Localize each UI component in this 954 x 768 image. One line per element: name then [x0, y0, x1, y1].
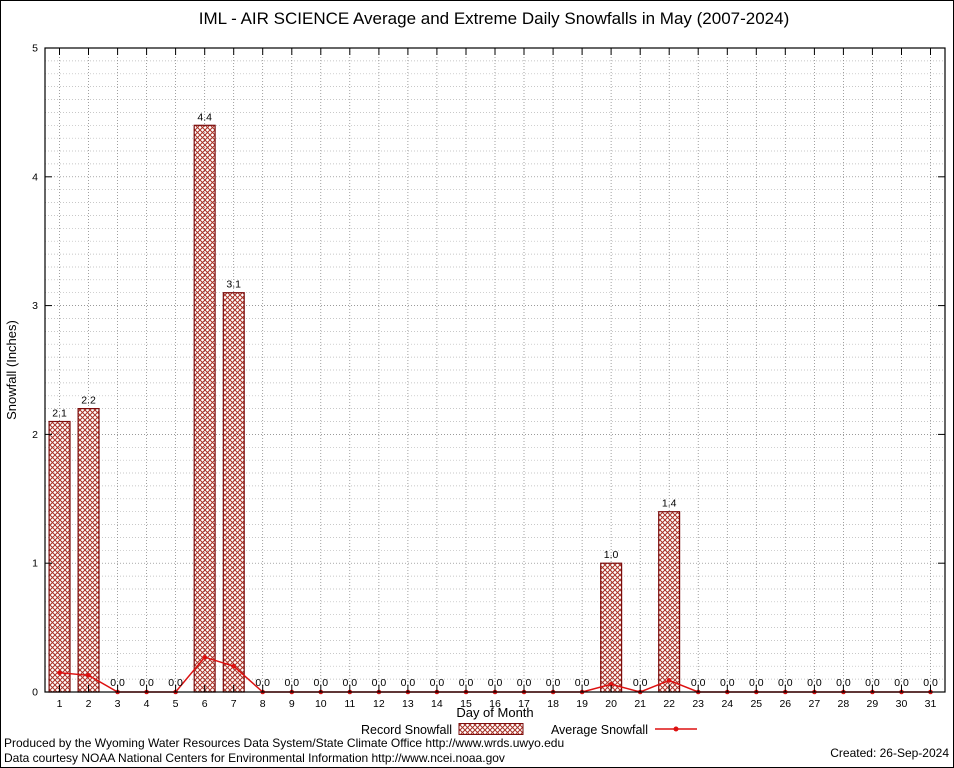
bar-value-label: 0.0	[807, 677, 822, 689]
legend-average-label: Average Snowfall	[551, 723, 648, 737]
record-bar	[77, 408, 100, 693]
bar-value-label: 1.4	[662, 498, 677, 510]
average-marker	[666, 678, 672, 683]
bar-value-label: 0.0	[401, 677, 416, 689]
bar-value-label: 0.0	[284, 677, 299, 689]
footer-data-courtesy: Data courtesy NOAA National Centers for …	[4, 751, 505, 765]
record-bar	[193, 124, 216, 693]
x-tick-label: 6	[202, 698, 208, 710]
y-tick-label: 3	[32, 300, 38, 312]
bar-value-label: 0.0	[923, 677, 938, 689]
average-marker	[608, 682, 614, 687]
x-tick-label: 9	[289, 698, 295, 710]
x-tick-label: 2	[86, 698, 92, 710]
x-tick-label: 11	[344, 698, 355, 710]
chart-title: IML - AIR SCIENCE Average and Extreme Da…	[199, 9, 790, 28]
x-tick-label: 21	[634, 698, 646, 710]
x-tick-label: 5	[173, 698, 179, 710]
x-tick-label: 24	[721, 698, 733, 710]
bar-value-label: 0.0	[720, 677, 735, 689]
x-tick-label: 27	[809, 698, 821, 710]
x-tick-label: 30	[896, 698, 908, 710]
x-tick-label: 18	[547, 698, 559, 710]
bar-value-label: 0.0	[255, 677, 270, 689]
legend-average-marker	[673, 726, 679, 732]
average-marker	[202, 654, 207, 660]
x-tick-label: 15	[460, 698, 472, 710]
x-tick-label: 14	[431, 698, 443, 710]
bar-value-label: 0.0	[778, 677, 793, 689]
record-bar	[600, 562, 623, 693]
x-tick-label: 13	[402, 698, 414, 710]
legend-record-label: Record Snowfall	[361, 723, 452, 737]
record-bar	[48, 420, 71, 693]
bar-value-label: 0.0	[546, 677, 561, 689]
x-axis-label: Day of Month	[456, 705, 533, 720]
bar-value-label: 0.0	[517, 677, 532, 689]
x-tick-label: 29	[867, 698, 879, 710]
record-snowfall-bars	[48, 124, 681, 693]
x-tick-label: 16	[489, 698, 501, 710]
bar-value-label: 1.0	[604, 549, 619, 561]
x-tick-label: 20	[605, 698, 617, 710]
footer-produced-by: Produced by the Wyoming Water Resources …	[4, 736, 564, 750]
x-tick-label: 4	[144, 698, 150, 710]
bar-value-label: 0.0	[749, 677, 764, 689]
x-tick-label: 31	[925, 698, 937, 710]
bar-value-label: 2.2	[81, 395, 96, 407]
bar-value-label: 0.0	[894, 677, 909, 689]
bar-value-label: 0.0	[110, 677, 125, 689]
bar-value-label: 0.0	[313, 677, 328, 689]
bar-value-label: 2.1	[52, 408, 67, 420]
bar-value-label: 0.0	[865, 677, 880, 689]
x-tick-label: 19	[576, 698, 588, 710]
x-tick-label: 7	[231, 698, 237, 710]
average-marker	[57, 670, 62, 675]
x-tick-label: 10	[315, 698, 327, 710]
bar-value-label: 0.0	[459, 677, 474, 689]
record-bar	[658, 511, 681, 693]
average-marker	[231, 663, 236, 669]
bar-value-label: 4.4	[197, 111, 212, 123]
y-tick-label: 0	[32, 687, 38, 699]
y-tick-label: 1	[32, 558, 38, 570]
bar-value-label: 0.0	[372, 677, 387, 689]
bar-value-label: 0.0	[575, 677, 590, 689]
legend-record-swatch	[458, 723, 524, 735]
x-tick-label: 28	[838, 698, 850, 710]
legend: Record Snowfall Average Snowfall	[361, 723, 697, 737]
x-tick-label: 25	[750, 698, 762, 710]
y-tick-label: 5	[32, 43, 38, 55]
bar-value-label: 0.0	[488, 677, 503, 689]
bar-value-labels: 2.1 2.2 0.0 0.0 0.0 4.4 3.1 0.0 0.0 0.0 0.0 0.0 0.0 0…	[52, 111, 938, 689]
y-axis-label: Snowfall (Inches)	[4, 320, 19, 420]
bar-value-label: 0.0	[430, 677, 445, 689]
y-tick-label: 4	[32, 171, 38, 183]
y-tick-label: 2	[32, 429, 38, 441]
bar-value-label: 0.0	[836, 677, 851, 689]
x-tick-label: 17	[518, 698, 530, 710]
bar-value-label: 3.1	[226, 279, 241, 291]
x-tick-label: 26	[779, 698, 791, 710]
x-tick-label: 1	[57, 698, 63, 710]
bar-value-label: 0.0	[139, 677, 154, 689]
record-bar	[222, 292, 245, 693]
bar-value-label: 0.0	[342, 677, 357, 689]
x-tick-label: 8	[260, 698, 266, 710]
x-tick-label: 12	[373, 698, 385, 710]
bar-value-label: 0.0	[633, 677, 648, 689]
footer-created-date: Created: 26-Sep-2024	[830, 746, 949, 760]
bar-value-label: 0.0	[691, 677, 706, 689]
average-marker	[86, 673, 91, 678]
x-tick-label: 3	[115, 698, 121, 710]
bar-value-label: 0.0	[168, 677, 183, 689]
x-tick-label: 22	[663, 698, 675, 710]
x-tick-label: 23	[692, 698, 704, 710]
